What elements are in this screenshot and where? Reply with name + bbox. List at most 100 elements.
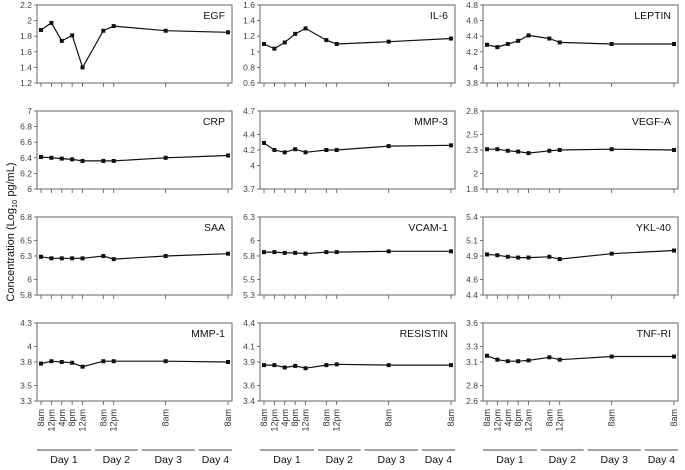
data-point — [303, 251, 308, 256]
panel-title: VEGF-A — [632, 116, 671, 128]
panel-frame — [36, 110, 233, 190]
y-tick-label: 3.8 — [466, 78, 478, 88]
series-line-resistin — [264, 363, 451, 369]
data-point — [226, 360, 230, 364]
data-point — [485, 147, 489, 152]
day-label: Day 3 — [155, 454, 183, 466]
panel-frame — [482, 4, 679, 84]
data-point — [262, 140, 266, 145]
y-tick-label: 1.2 — [20, 78, 32, 88]
x-tick-label: 8am — [446, 409, 456, 427]
data-point — [59, 360, 64, 364]
data-point — [226, 251, 230, 256]
y-tick-label: 2.2 — [20, 0, 32, 10]
y-tick-label: 0.8 — [243, 62, 255, 72]
day-label: Day 2 — [326, 454, 354, 466]
y-tick-label: 6.8 — [20, 212, 32, 222]
data-point — [262, 42, 266, 46]
day-label: Day 2 — [549, 454, 577, 466]
data-point — [609, 147, 614, 152]
x-tick-label: 8am — [607, 409, 617, 427]
data-point — [324, 363, 329, 368]
y-tick-label: 1.6 — [243, 0, 255, 10]
y-tick-label: 4.6 — [466, 16, 478, 26]
y-tick-label: 2.6 — [466, 396, 478, 406]
data-point — [282, 365, 287, 370]
data-point — [609, 354, 614, 359]
y-tick-label: 6.8 — [20, 122, 32, 132]
data-point — [557, 357, 562, 362]
y-tick-label: 4.4 — [466, 290, 478, 300]
data-point — [516, 359, 521, 364]
x-tick-label: 12am — [524, 409, 534, 432]
data-point — [557, 257, 562, 262]
y-tick-label: 1.4 — [243, 16, 255, 26]
y-tick-label: 6.3 — [243, 212, 255, 222]
y-tick-label: 4 — [473, 62, 478, 72]
y-tick-label: 6.3 — [20, 251, 32, 261]
y-tick-label: 4.2 — [243, 145, 255, 155]
y-tick-label: 2.5 — [466, 129, 478, 139]
data-point — [111, 158, 116, 163]
data-point — [334, 148, 339, 152]
day-label: Day 1 — [273, 454, 301, 466]
panel-vegf-a: 1.8 2 2.3 2.5 2.8 VEGF-A — [466, 106, 679, 194]
data-point — [386, 144, 391, 149]
data-point — [386, 249, 391, 254]
y-tick-label: 4 — [250, 161, 255, 171]
panel-tnf-ri: 2.6 2.8 3.1 3.3 3.6 TNF-RI — [466, 318, 679, 406]
panel-mmp-1: 3.3 3.5 3.8 4 4.3 MMP-1 — [20, 318, 233, 406]
series-line-il-6 — [263, 27, 452, 50]
x-tick-label: 8pm — [290, 409, 300, 427]
data-point — [485, 42, 489, 47]
x-tick-label: 8am — [321, 409, 331, 427]
y-tick-label: 4.7 — [243, 106, 255, 116]
data-point — [609, 251, 614, 256]
y-tick-label: 4.6 — [466, 274, 478, 284]
day-label: Day 4 — [425, 454, 453, 466]
y-tick-label: 5.8 — [243, 251, 255, 261]
x-tick-label: 12pm — [332, 409, 342, 432]
data-point — [526, 255, 531, 260]
y-tick-label: 4 — [27, 341, 32, 351]
x-tick-label: 8am — [98, 409, 108, 427]
y-tick-label: 6.6 — [20, 137, 32, 147]
data-point — [226, 30, 230, 35]
y-tick-label: 1 — [250, 47, 255, 57]
x-tick-label: 12pm — [492, 409, 502, 432]
data-point — [495, 357, 500, 362]
x-tick-label: 8pm — [67, 409, 77, 427]
panel-title: SAA — [204, 222, 225, 234]
series-line-saa — [40, 253, 229, 260]
data-point — [272, 363, 277, 368]
panel-frame — [36, 216, 233, 296]
y-tick-label: 5.5 — [243, 274, 255, 284]
panel-title: YKL-40 — [636, 222, 671, 234]
y-tick-label: 3.6 — [466, 318, 478, 328]
data-point — [386, 39, 391, 44]
series-line-egf — [40, 22, 229, 69]
data-point — [272, 250, 277, 255]
data-point — [324, 250, 329, 255]
data-point — [516, 38, 521, 43]
x-tick-label: 4pm — [503, 409, 513, 427]
y-tick-label: 3.4 — [243, 396, 255, 406]
data-point — [282, 250, 287, 255]
y-tick-label: 1.8 — [466, 184, 478, 194]
data-point — [449, 36, 453, 41]
data-point — [111, 24, 116, 29]
panel-title: EGF — [203, 10, 225, 22]
panel-frame — [36, 4, 233, 84]
day-label: Day 3 — [378, 454, 406, 466]
data-point — [547, 355, 552, 360]
data-point — [672, 42, 676, 46]
data-point — [39, 27, 43, 32]
data-point — [505, 359, 510, 364]
data-point — [293, 250, 298, 255]
data-point — [70, 360, 75, 365]
data-point — [101, 254, 106, 258]
day-label: Day 1 — [496, 454, 524, 466]
y-tick-label: 3.8 — [20, 357, 32, 367]
